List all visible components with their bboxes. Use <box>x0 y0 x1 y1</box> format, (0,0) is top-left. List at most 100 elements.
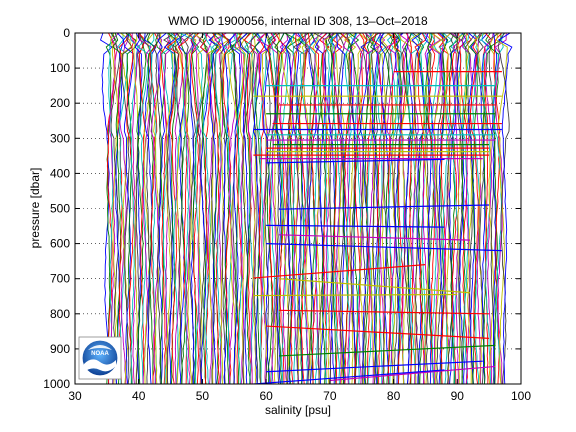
profile-line <box>112 33 123 384</box>
y-tick-label: 600 <box>50 237 70 251</box>
profile-line <box>370 33 381 384</box>
profile-line <box>483 33 493 384</box>
profile-line <box>110 33 121 384</box>
y-tick-label: 500 <box>50 202 70 216</box>
profile-line <box>420 33 429 384</box>
bad-segment-line <box>278 309 490 315</box>
profile-line <box>497 33 510 384</box>
profile-line <box>179 33 190 384</box>
profile-line <box>495 33 508 384</box>
profile-line <box>233 33 246 384</box>
profile-line <box>488 33 502 384</box>
x-tick-label: 50 <box>196 389 210 403</box>
profile-line <box>281 33 291 384</box>
bad-segment-line <box>253 264 426 279</box>
profile-line <box>491 33 498 384</box>
profile-line <box>117 33 130 384</box>
profile-line <box>274 33 285 384</box>
profile-line <box>99 33 113 384</box>
x-axis-ticks: 30 40 50 60 70 80 90 100 <box>68 33 531 403</box>
bad-segment-line <box>266 243 502 252</box>
profile-line <box>143 33 153 384</box>
profile-line <box>228 33 238 384</box>
profile-line <box>221 33 234 384</box>
profile-line <box>110 33 119 384</box>
profile-line <box>136 33 147 384</box>
profile-line <box>354 33 365 384</box>
profile-line <box>394 33 403 384</box>
profile-line <box>428 33 436 384</box>
profile-line <box>234 33 246 384</box>
x-tick-label: 30 <box>68 389 82 403</box>
profile-line <box>346 33 356 384</box>
noaa-logo: NOAA <box>78 336 122 380</box>
profile-line <box>234 33 245 384</box>
profile-line <box>275 33 285 384</box>
profile-line <box>408 33 423 384</box>
profile-line <box>228 33 241 384</box>
profile-line <box>153 33 162 384</box>
bad-segment-line <box>278 234 471 241</box>
bad-segments <box>253 71 502 384</box>
bad-segment-line <box>266 224 445 228</box>
bad-segment-line <box>278 204 490 210</box>
profile-line <box>422 33 431 384</box>
y-tick-label: 400 <box>50 166 70 180</box>
profile-line <box>266 33 277 384</box>
x-tick-label: 90 <box>451 389 465 403</box>
profile-line <box>353 33 363 384</box>
profile-line <box>138 33 146 384</box>
bad-segment-line <box>266 325 490 339</box>
bad-segment-line <box>266 158 445 164</box>
profile-line <box>115 33 125 384</box>
profile-line <box>120 33 132 384</box>
profile-line <box>497 33 513 384</box>
y-axis-label: pressure [dbar] <box>28 168 42 249</box>
bad-segment-line <box>278 278 471 294</box>
profile-line <box>252 33 263 384</box>
x-tick-label: 60 <box>259 389 273 403</box>
profile-line <box>163 33 178 384</box>
profile-line <box>468 33 481 384</box>
profile-line <box>212 33 222 384</box>
profile-line <box>480 33 491 384</box>
x-tick-label: 100 <box>511 389 531 403</box>
profile-line <box>253 33 262 384</box>
profile-line <box>405 33 414 384</box>
profile-line <box>215 33 230 384</box>
profile-line <box>401 33 411 384</box>
profile-line <box>394 33 404 384</box>
profile-line <box>407 33 421 384</box>
profile-line <box>202 33 213 384</box>
profile-line <box>270 33 280 384</box>
noaa-logo-text: NOAA <box>91 351 109 357</box>
profile-line <box>206 33 220 384</box>
profile-line <box>121 33 133 384</box>
x-tick-label: 70 <box>323 389 337 403</box>
bad-segment-line <box>278 344 496 357</box>
profile-line <box>209 33 219 384</box>
y-tick-label: 200 <box>50 96 70 110</box>
profile-line <box>131 33 141 384</box>
profile-line <box>106 33 116 384</box>
profile-line <box>191 33 200 384</box>
profile-line <box>375 33 387 384</box>
bad-segment-line <box>253 369 445 384</box>
y-tick-label: 100 <box>50 61 70 75</box>
profile-line <box>264 33 272 384</box>
profile-line <box>429 33 440 384</box>
profile-line <box>133 33 140 384</box>
profile-line <box>244 33 256 384</box>
bad-segment-line <box>253 293 458 297</box>
x-tick-label: 80 <box>387 389 401 403</box>
profile-line <box>193 33 207 384</box>
y-tick-label: 1000 <box>43 377 70 391</box>
y-tick-label: 0 <box>63 26 70 40</box>
profile-line <box>396 33 406 384</box>
profile-line <box>150 33 163 384</box>
profile-line <box>184 33 195 384</box>
profile-line <box>248 33 260 384</box>
profile-line <box>257 33 267 384</box>
profile-line <box>392 33 403 384</box>
profile-line <box>456 33 467 384</box>
